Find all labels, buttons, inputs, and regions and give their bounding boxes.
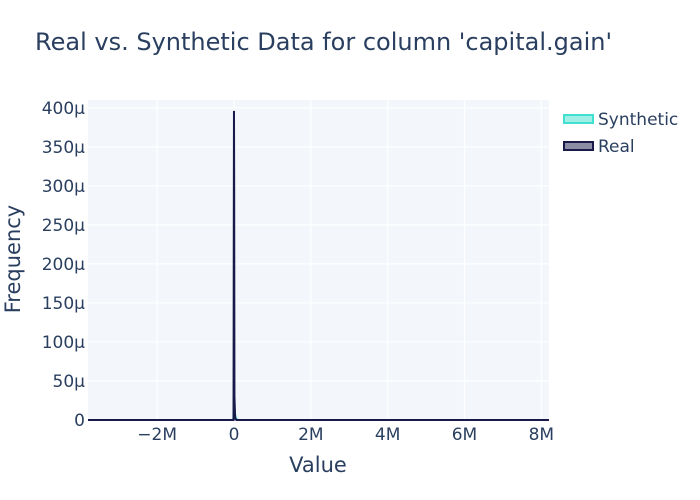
series-line-real [88,110,549,421]
y-axis-ticks: 0 50μ 100μ 150μ 200μ 250μ 300μ 350μ 400μ [42,99,85,431]
x-tick-label: 2M [298,425,323,445]
legend-label: Synthetic [598,110,678,130]
x-axis-ticks: −2M 0 2M 4M 6M 8M [137,425,554,445]
x-tick-label: −2M [137,425,177,445]
legend-swatch [563,141,594,151]
series-layer [88,110,549,421]
x-tick-label: 4M [375,425,400,445]
x-axis-title: Value [289,453,347,477]
y-tick-label: 350μ [42,138,85,158]
y-tick-label: 400μ [42,99,85,119]
y-axis-title: Frequency [1,205,25,314]
legend-item-synthetic[interactable]: Synthetic [563,110,678,130]
x-tick-label: 8M [529,425,554,445]
y-tick-label: 300μ [42,177,85,197]
x-tick-label: 6M [452,425,477,445]
y-tick-label: 150μ [42,294,85,314]
y-tick-label: 250μ [42,216,85,236]
y-tick-label: 200μ [42,255,85,275]
legend-item-real[interactable]: Real [563,137,635,157]
x-tick-label: 0 [229,425,240,445]
legend[interactable]: Synthetic Real [563,110,678,157]
y-tick-label: 50μ [53,372,86,392]
y-tick-label: 100μ [42,333,85,353]
chart-title: Real vs. Synthetic Data for column 'capi… [35,28,612,56]
legend-swatch [563,114,594,124]
plot-area [88,100,549,420]
y-tick-label: 0 [74,411,85,431]
legend-label: Real [598,137,635,157]
